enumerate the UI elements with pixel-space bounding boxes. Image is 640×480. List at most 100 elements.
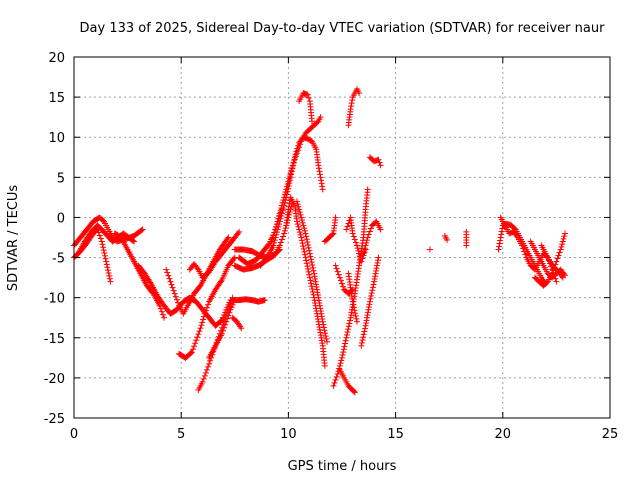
data-point <box>225 312 232 319</box>
data-point <box>345 326 352 333</box>
data-point <box>139 226 146 233</box>
data-point <box>289 162 296 169</box>
data-point <box>340 346 347 353</box>
data-point <box>519 242 526 249</box>
data-point <box>361 245 368 252</box>
data-point <box>296 229 303 236</box>
data-point <box>319 318 326 325</box>
data-point <box>194 334 201 341</box>
data-point <box>339 354 345 361</box>
data-point <box>520 245 527 252</box>
data-point <box>308 280 315 287</box>
data-point <box>281 230 288 237</box>
data-point <box>332 262 339 269</box>
data-point <box>277 207 284 214</box>
data-point <box>344 223 351 230</box>
data-point <box>283 183 290 190</box>
data-point <box>201 372 208 379</box>
data-point <box>103 261 110 268</box>
data-point <box>340 283 347 290</box>
chart-title: Day 133 of 2025, Sidereal Day-to-day VTE… <box>80 21 606 36</box>
y-tick-label: -15 <box>44 332 65 347</box>
data-point <box>297 141 304 148</box>
data-point <box>553 258 560 265</box>
data-point <box>203 366 210 373</box>
y-tick-label: 5 <box>57 171 65 186</box>
data-point <box>107 278 114 285</box>
data-point <box>296 206 303 213</box>
data-point <box>193 337 200 344</box>
data-point <box>343 226 350 233</box>
data-point <box>346 317 353 324</box>
data-point <box>308 118 315 125</box>
data-point <box>351 389 358 396</box>
data-point <box>104 267 111 274</box>
data-point <box>559 238 566 245</box>
data-point <box>287 170 294 177</box>
data-point <box>269 235 276 242</box>
data-point <box>358 339 365 346</box>
data-point <box>100 247 107 254</box>
data-point <box>96 232 103 239</box>
data-point <box>321 327 328 334</box>
data-point <box>320 321 327 328</box>
data-point <box>342 337 349 344</box>
data-point <box>336 365 343 372</box>
data-point <box>354 245 361 252</box>
data-point <box>366 228 373 235</box>
data-point <box>317 174 324 181</box>
data-point <box>370 281 377 288</box>
data-point <box>521 248 528 255</box>
data-point <box>200 375 207 382</box>
data-point <box>359 255 366 262</box>
data-point <box>559 274 566 281</box>
data-point <box>308 283 315 290</box>
data-point <box>307 277 314 284</box>
data-point <box>343 334 350 341</box>
data-point <box>364 237 371 244</box>
data-point <box>498 231 505 238</box>
data-point <box>337 360 344 367</box>
data-point <box>368 290 375 297</box>
data-point <box>305 266 312 273</box>
data-point <box>191 343 198 350</box>
data-point <box>285 178 292 185</box>
data-point <box>224 235 231 242</box>
data-point <box>348 100 355 107</box>
data-point <box>218 278 225 285</box>
data-point <box>335 368 342 375</box>
data-point <box>315 165 322 172</box>
data-point <box>495 246 502 253</box>
data-point <box>298 237 305 244</box>
data-point <box>105 270 112 277</box>
data-point <box>196 328 203 335</box>
data-point <box>361 325 368 332</box>
data-point <box>304 91 311 98</box>
data-point <box>321 362 328 369</box>
y-tick-label: 10 <box>48 131 65 146</box>
data-point <box>283 186 290 193</box>
data-point <box>200 313 207 320</box>
data-point <box>189 346 196 353</box>
data-point <box>280 197 287 204</box>
data-point <box>301 225 308 232</box>
data-point <box>301 227 308 234</box>
data-point <box>305 241 312 248</box>
data-point <box>297 211 304 218</box>
data-point <box>95 229 102 236</box>
data-point <box>294 221 301 228</box>
data-point <box>188 350 195 357</box>
data-point <box>426 246 433 253</box>
data-point <box>367 295 374 302</box>
data-point <box>100 244 107 251</box>
data-point <box>272 226 279 233</box>
data-point <box>543 279 550 286</box>
data-point <box>555 252 562 259</box>
data-point <box>553 278 560 285</box>
data-point <box>298 214 305 221</box>
data-point <box>309 262 316 269</box>
data-point <box>309 264 316 271</box>
data-point <box>284 181 291 188</box>
data-point <box>354 318 361 325</box>
